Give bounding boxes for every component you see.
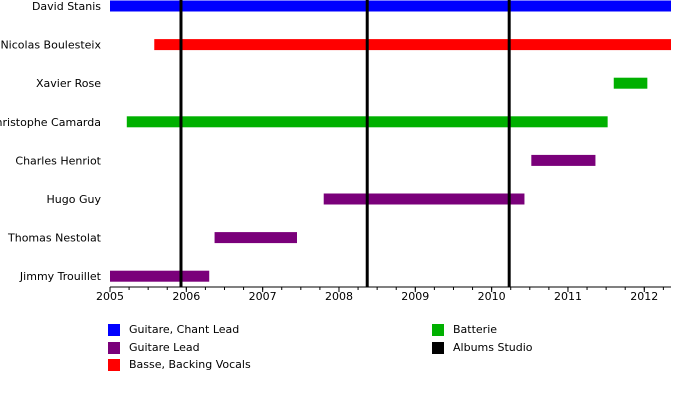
member-label-nicolas-boulesteix: Nicolas Boulesteix xyxy=(0,39,101,52)
member-label-xavier-rose: Xavier Rose xyxy=(36,77,101,90)
bar-hugo-guy xyxy=(323,193,525,205)
member-label-jimmy-trouillet: Jimmy Trouillet xyxy=(19,270,102,283)
bar-david-stanis xyxy=(110,0,671,12)
legend-swatch xyxy=(432,323,444,336)
legend-swatch xyxy=(108,341,120,354)
x-tick-label: 2010 xyxy=(478,290,506,303)
bar-thomas-nestolat xyxy=(214,232,297,244)
x-tick-label: 2011 xyxy=(554,290,582,303)
legend-label: Basse, Backing Vocals xyxy=(129,358,251,371)
x-tick-label: 2009 xyxy=(401,290,429,303)
legend-item-guitare-lead: Guitare Lead xyxy=(108,341,200,354)
member-label-charles-henriot: Charles Henriot xyxy=(15,154,101,167)
legend-label: Guitare Lead xyxy=(129,341,200,354)
legend-label: Batterie xyxy=(453,323,498,336)
legend-swatch xyxy=(432,341,444,354)
bar-nicolas-boulesteix xyxy=(154,39,671,51)
bar-jimmy-trouillet xyxy=(110,270,210,282)
x-tick-label: 2006 xyxy=(172,290,200,303)
legend-item-batterie: Batterie xyxy=(432,323,497,336)
legend-item-albums-studio: Albums Studio xyxy=(432,341,533,354)
legend-item-basse-backing-vocals: Basse, Backing Vocals xyxy=(108,358,251,371)
member-label-david-stanis: David Stanis xyxy=(32,0,101,13)
x-tick-label: 2012 xyxy=(630,290,658,303)
bar-charles-henriot xyxy=(531,154,596,166)
legend-item-guitare-chant-lead: Guitare, Chant Lead xyxy=(108,323,239,336)
bar-xavier-rose xyxy=(613,77,648,89)
legend-swatch xyxy=(108,358,120,371)
x-tick-label: 2007 xyxy=(249,290,277,303)
legend-label: Albums Studio xyxy=(453,341,533,354)
x-tick-label: 2005 xyxy=(96,290,124,303)
legend-swatch xyxy=(108,323,120,336)
member-label-hugo-guy: Hugo Guy xyxy=(47,193,102,206)
member-label-thomas-nestolat: Thomas Nestolat xyxy=(7,232,102,245)
x-tick-label: 2008 xyxy=(325,290,353,303)
legend-label: Guitare, Chant Lead xyxy=(129,323,240,336)
member-label-jean-christophe-camarda: Jean-Christophe Camarda xyxy=(0,116,101,129)
